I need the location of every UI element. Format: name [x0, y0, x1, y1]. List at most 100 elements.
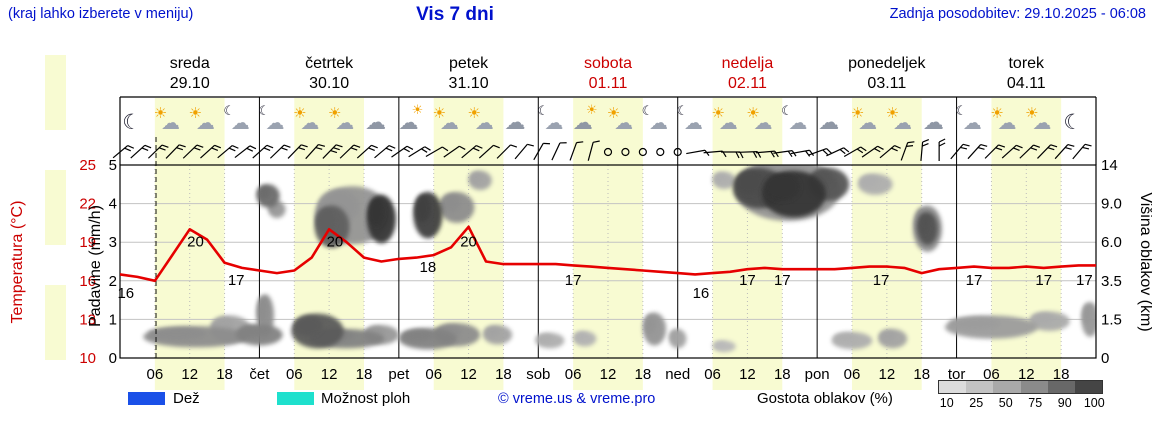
sun-cloud-icon: ☁ — [1032, 113, 1051, 134]
hour-tick-label: 12 — [460, 366, 477, 383]
day-date: 29.10 — [170, 75, 210, 92]
day-abbrev-label: sob — [526, 366, 550, 383]
hour-tick-label: 06 — [425, 366, 442, 383]
wind-barb-icon — [322, 144, 343, 159]
sun-cloud-icon: ☀ — [189, 105, 202, 122]
density-step — [1047, 381, 1075, 393]
frame-layer — [119, 96, 1097, 359]
axis-text-layer: 543210252219161310149.06.03.51.50sreda29… — [79, 55, 1122, 383]
wind-barb-icon — [305, 143, 326, 160]
density-tick-label: 10 — [939, 396, 954, 410]
hour-tick-label: 12 — [181, 366, 198, 383]
cloud-icon: ☁ — [505, 111, 526, 134]
wind-barb-icon — [425, 146, 449, 158]
cloud-height-tick-label: 0 — [1101, 350, 1109, 367]
wind-barb-icon — [533, 142, 551, 161]
hour-tick-label: 06 — [704, 366, 721, 383]
weather-icon-sun-cloud: ☀☁ — [328, 105, 354, 134]
cloud-blob — [1031, 312, 1054, 325]
wind-barb-icon — [900, 141, 915, 161]
hour-tick-label: 06 — [286, 366, 303, 383]
cloud-blob — [238, 325, 264, 339]
hour-tick-label: 12 — [1018, 366, 1035, 383]
weather-icon-cloud-moon: ☾☁ — [537, 103, 563, 134]
wind-barb-icon — [130, 144, 152, 159]
wind-barb-icon — [339, 144, 361, 159]
wind-barb-icon — [551, 142, 567, 161]
daylight-band — [991, 98, 1062, 390]
cloud-blob — [401, 329, 434, 342]
cloud-blob — [316, 207, 336, 234]
cloud-blob — [484, 326, 501, 338]
wind-barb-icon — [287, 144, 308, 159]
wind-barb-icon — [1037, 144, 1058, 159]
day-name: sreda — [170, 55, 210, 72]
weather-icon-cloud: ☁ — [923, 111, 944, 134]
cloud-blob — [879, 330, 896, 342]
wind-barb-icon — [1072, 143, 1092, 160]
temperature-label: 18 — [420, 259, 437, 276]
sun-cloud-icon: ☀ — [990, 105, 1003, 122]
wind-calm-icon — [656, 147, 665, 157]
cloud-height-tick-label: 14 — [1101, 157, 1118, 174]
sun-cloud-icon: ☀ — [851, 105, 864, 122]
hour-tick-label: 18 — [774, 366, 791, 383]
hour-tick-label: 18 — [635, 366, 652, 383]
weather-icon-sun-cloud: ☀☁ — [293, 105, 319, 134]
hour-tick-label: 18 — [495, 366, 512, 383]
copyright-link[interactable]: © vreme.us & vreme.pro — [498, 391, 656, 407]
sun-cloud-icon: ☀ — [886, 105, 899, 122]
wind-barb-icon — [374, 145, 396, 159]
temperature-label: 16 — [693, 285, 710, 302]
sun-cloud-icon: ☁ — [719, 113, 738, 134]
hour-tick-label: 06 — [844, 366, 861, 383]
hour-tick-label: 06 — [565, 366, 582, 383]
last-update: Zadnja posodobitev: 29.10.2025 - 06:08 — [889, 6, 1146, 22]
wind-calm-icon — [621, 147, 630, 157]
temp-tick-label: 25 — [79, 157, 96, 174]
cloud-blob — [735, 169, 765, 195]
sun-cloud-icon: ☀ — [293, 105, 306, 122]
menu-hint[interactable]: (kraj lahko izberete v meniju) — [8, 6, 194, 22]
wind-barb-icon — [408, 146, 431, 158]
showers-legend-swatch — [277, 392, 314, 405]
temperature-label: 17 — [774, 272, 791, 289]
weather-icon-cloud-moon: ☾☁ — [677, 103, 703, 134]
left-strip-band — [45, 285, 66, 360]
sun-cloud-icon: ☁ — [475, 113, 494, 134]
wind-barb-icon — [686, 149, 710, 157]
temp-tick-label: 13 — [79, 311, 96, 328]
sun-cloud-icon: ☁ — [335, 113, 354, 134]
cloud-height-tick-label: 1.5 — [1101, 311, 1122, 328]
wind-barb-icon — [755, 150, 779, 158]
wind-barb-icon — [1019, 144, 1041, 159]
weather-icon-cloud-moon: ☾☁ — [642, 103, 668, 134]
cloud-moon-icon: ☾ — [781, 103, 793, 118]
cloud-moon-icon: ☁ — [788, 113, 807, 134]
day-date: 04.11 — [1007, 75, 1046, 92]
cloud-blob — [713, 172, 727, 184]
weather-icon-moon: ☾ — [1063, 111, 1082, 134]
cloud-sun-icon: ☀ — [586, 102, 598, 117]
day-date: 02.11 — [728, 75, 767, 92]
sun-cloud-icon: ☁ — [858, 113, 877, 134]
wind-barb-icon — [721, 151, 744, 159]
cloud-moon-icon: ☾ — [642, 103, 654, 118]
temperature-layer: 16 20 17 20 18 20 17 16 17 17 17 17 17 17 — [117, 225, 1096, 302]
wind-barb-icon — [165, 144, 186, 159]
wind-barb-icon — [920, 139, 930, 162]
day-name: četrtek — [305, 55, 354, 72]
left-strip-band — [45, 55, 66, 130]
cloud-blob — [293, 315, 323, 337]
cloud-blob — [441, 193, 461, 213]
cloud-moon-icon: ☁ — [649, 113, 668, 134]
sun-cloud-icon: ☀ — [607, 105, 620, 122]
day-abbrev-label: ned — [665, 366, 690, 383]
temp-tick-label: 19 — [79, 234, 96, 251]
wind-barb-icon — [269, 144, 291, 159]
sun-cloud-icon: ☀ — [1025, 105, 1038, 122]
wind-barb-icon — [217, 145, 239, 159]
sun-cloud-icon: ☀ — [328, 105, 341, 122]
wind-barb-icon — [1054, 143, 1075, 160]
